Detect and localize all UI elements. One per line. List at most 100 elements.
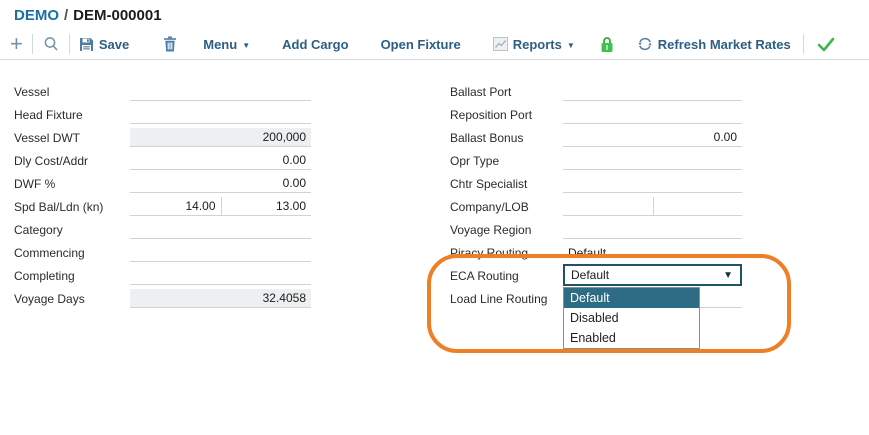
toolbar-divider <box>31 34 33 54</box>
spd-laden-input[interactable]: 13.00 <box>220 197 312 215</box>
field-label: Ballast Bonus <box>450 130 524 145</box>
voyage-region-input[interactable] <box>563 220 742 239</box>
field-label: Voyage Days <box>14 291 85 306</box>
add-cargo-button[interactable]: Add Cargo <box>282 37 348 52</box>
field-row-dwf-pct: DWF % 0.00 <box>14 172 311 195</box>
field-row-eca-routing: ECA Routing Default ▼ Default Disabled E… <box>450 264 742 349</box>
menu-button[interactable]: Menu ▼ <box>203 37 250 52</box>
validate-check-icon <box>816 36 836 53</box>
field-label: Vessel DWT <box>14 130 81 145</box>
refresh-market-rates-button[interactable]: Refresh Market Rates <box>637 36 791 52</box>
menu-button-label: Menu <box>203 36 238 52</box>
completing-input[interactable] <box>130 266 311 285</box>
field-row-completing: Completing <box>14 264 311 287</box>
field-row-company-lob: Company/LOB <box>450 195 742 218</box>
open-fixture-button-label: Open Fixture <box>380 36 461 52</box>
save-button[interactable]: Save <box>79 37 129 52</box>
field-label: Reposition Port <box>450 107 533 122</box>
dwf-pct-input[interactable]: 0.00 <box>130 174 311 193</box>
field-label: Spd Bal/Ldn (kn) <box>14 199 104 214</box>
refresh-icon <box>637 36 653 52</box>
chtr-specialist-input[interactable] <box>563 174 742 193</box>
dly-cost-addr-input[interactable]: 0.00 <box>130 151 311 170</box>
opr-type-input[interactable] <box>563 151 742 170</box>
field-row-category: Category <box>14 218 311 241</box>
chevron-down-icon: ▼ <box>566 40 575 50</box>
ballast-port-input[interactable] <box>563 82 742 101</box>
head-fixture-input[interactable] <box>130 105 311 124</box>
reports-button-label: Reports <box>512 36 562 52</box>
save-button-label: Save <box>98 36 130 52</box>
field-label: DWF % <box>14 176 56 191</box>
field-label: Dly Cost/Addr <box>14 153 89 168</box>
field-label: Category <box>14 222 63 237</box>
page-title-estimate-id: DEM-000001 <box>73 7 162 24</box>
save-icon <box>79 37 94 52</box>
field-row-ballast-port: Ballast Port <box>450 80 742 103</box>
field-label: Head Fixture <box>14 107 83 122</box>
commencing-input[interactable] <box>130 243 311 262</box>
eca-routing-select[interactable]: Default ▼ <box>563 264 742 286</box>
dropdown-option-default[interactable]: Default <box>564 288 699 308</box>
reports-button[interactable]: Reports ▼ <box>492 36 575 52</box>
validate-button[interactable] <box>816 36 836 53</box>
field-row-dly-cost-addr: Dly Cost/Addr 0.00 <box>14 149 311 172</box>
form-column-right: Ballast Port Reposition Port Ballast Bon… <box>450 80 742 349</box>
refresh-market-rates-label: Refresh Market Rates <box>657 36 791 52</box>
eca-routing-dropdown-list: Default Disabled Enabled <box>563 287 700 349</box>
dropdown-option-enabled[interactable]: Enabled <box>570 331 616 345</box>
ballast-bonus-input[interactable]: 0.00 <box>563 128 742 147</box>
field-row-head-fixture: Head Fixture <box>14 103 311 126</box>
field-row-ballast-bonus: Ballast Bonus 0.00 <box>450 126 742 149</box>
field-label: Voyage Region <box>450 222 532 237</box>
toolbar-divider <box>68 34 70 54</box>
field-row-vessel: Vessel <box>14 80 311 103</box>
form-column-left: Vessel Head Fixture Vessel DWT 200,000 D… <box>14 80 311 310</box>
company-input[interactable] <box>563 197 653 215</box>
field-label: Ballast Port <box>450 84 512 99</box>
reposition-port-input[interactable] <box>563 105 742 124</box>
voyage-days-input: 32.4058 <box>130 289 311 308</box>
vessel-input[interactable] <box>130 82 311 101</box>
lob-input[interactable] <box>652 197 743 215</box>
field-row-spd-bal-ldn: Spd Bal/Ldn (kn) 14.00 13.00 <box>14 195 311 218</box>
search-button[interactable] <box>42 35 60 53</box>
field-label: Chtr Specialist <box>450 176 528 191</box>
spd-bal-ldn-fields: 14.00 13.00 <box>130 197 311 216</box>
breadcrumb-separator: / <box>64 7 69 24</box>
eca-routing-cell: Default ▼ Default Disabled Enabled <box>563 264 742 349</box>
category-input[interactable] <box>130 220 311 239</box>
piracy-routing-select[interactable]: Default <box>568 245 607 260</box>
vessel-dwt-input: 200,000 <box>130 128 311 147</box>
search-icon <box>42 35 60 53</box>
field-label: Load Line Routing <box>450 291 548 306</box>
field-row-commencing: Commencing <box>14 241 311 264</box>
eca-routing-selected-value: Default <box>571 268 610 282</box>
toolbar: + Save Menu ▼ Add Cargo Open Fixture Rep… <box>0 29 869 60</box>
field-label: ECA Routing <box>450 268 519 283</box>
breadcrumb: DEMO / DEM-000001 <box>14 7 162 24</box>
field-row-vessel-dwt: Vessel DWT 200,000 <box>14 126 311 149</box>
field-label: Completing <box>14 268 75 283</box>
add-cargo-button-label: Add Cargo <box>282 36 349 52</box>
dropdown-option-disabled[interactable]: Disabled <box>570 311 619 325</box>
trash-icon <box>163 36 177 52</box>
new-estimate-button[interactable]: + <box>10 31 23 56</box>
field-label: Vessel <box>14 84 50 99</box>
lock-button[interactable] <box>599 36 615 53</box>
field-row-voyage-days: Voyage Days 32.4058 <box>14 287 311 310</box>
field-row-reposition-port: Reposition Port <box>450 103 742 126</box>
open-fixture-button[interactable]: Open Fixture <box>381 37 461 52</box>
field-row-voyage-region: Voyage Region <box>450 218 742 241</box>
field-label: Company/LOB <box>450 199 529 214</box>
lock-icon <box>599 36 615 53</box>
select-dropdown-arrow-icon: ▼ <box>723 270 733 281</box>
field-row-chtr-specialist: Chtr Specialist <box>450 172 742 195</box>
plus-icon: + <box>10 31 23 56</box>
field-label: Piracy Routing <box>450 245 529 260</box>
spd-ballast-input[interactable]: 14.00 <box>185 199 216 213</box>
field-row-piracy-routing: Piracy Routing Default <box>450 241 742 264</box>
field-row-opr-type: Opr Type <box>450 149 742 172</box>
breadcrumb-group-link[interactable]: DEMO <box>14 7 59 24</box>
delete-button[interactable] <box>163 36 177 52</box>
